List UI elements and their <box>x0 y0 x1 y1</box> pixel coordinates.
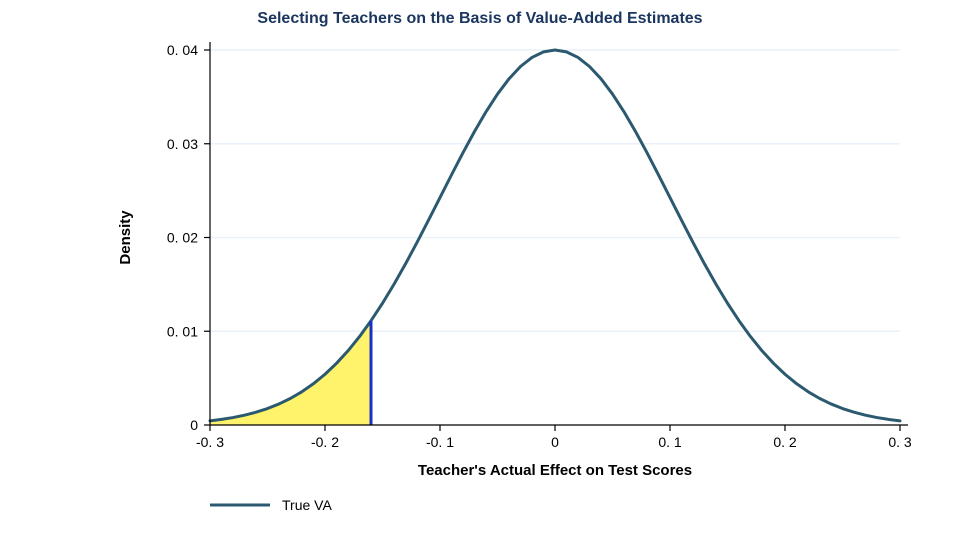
density-curve <box>210 50 900 421</box>
x-tick-label: 0. 1 <box>658 434 682 450</box>
x-axis-label: Teacher's Actual Effect on Test Scores <box>418 462 692 479</box>
chart-container: Selecting Teachers on the Basis of Value… <box>0 0 960 540</box>
y-axis-label: Density <box>117 210 134 265</box>
x-tick-label: -0. 1 <box>426 434 454 450</box>
chart-svg: 0 0. 01 0. 02 0. 03 0. 04 -0. 3 -0. 2 -0. 1 0 0. … <box>0 0 960 540</box>
y-tick-label: 0. 02 <box>167 230 198 246</box>
y-tick-label: 0. 03 <box>167 136 198 152</box>
x-tick-label: 0 <box>551 434 559 450</box>
x-tick-label: -0. 2 <box>311 434 339 450</box>
y-tick-label: 0. 04 <box>167 42 198 58</box>
shaded-region <box>210 321 371 425</box>
y-tick-label: 0. 01 <box>167 323 198 339</box>
legend-label: True VA <box>282 497 332 513</box>
x-tick-label: 0. 3 <box>888 434 912 450</box>
y-tick-label: 0 <box>190 417 198 433</box>
x-tick-label: 0. 2 <box>773 434 797 450</box>
x-tick-label: -0. 3 <box>196 434 224 450</box>
